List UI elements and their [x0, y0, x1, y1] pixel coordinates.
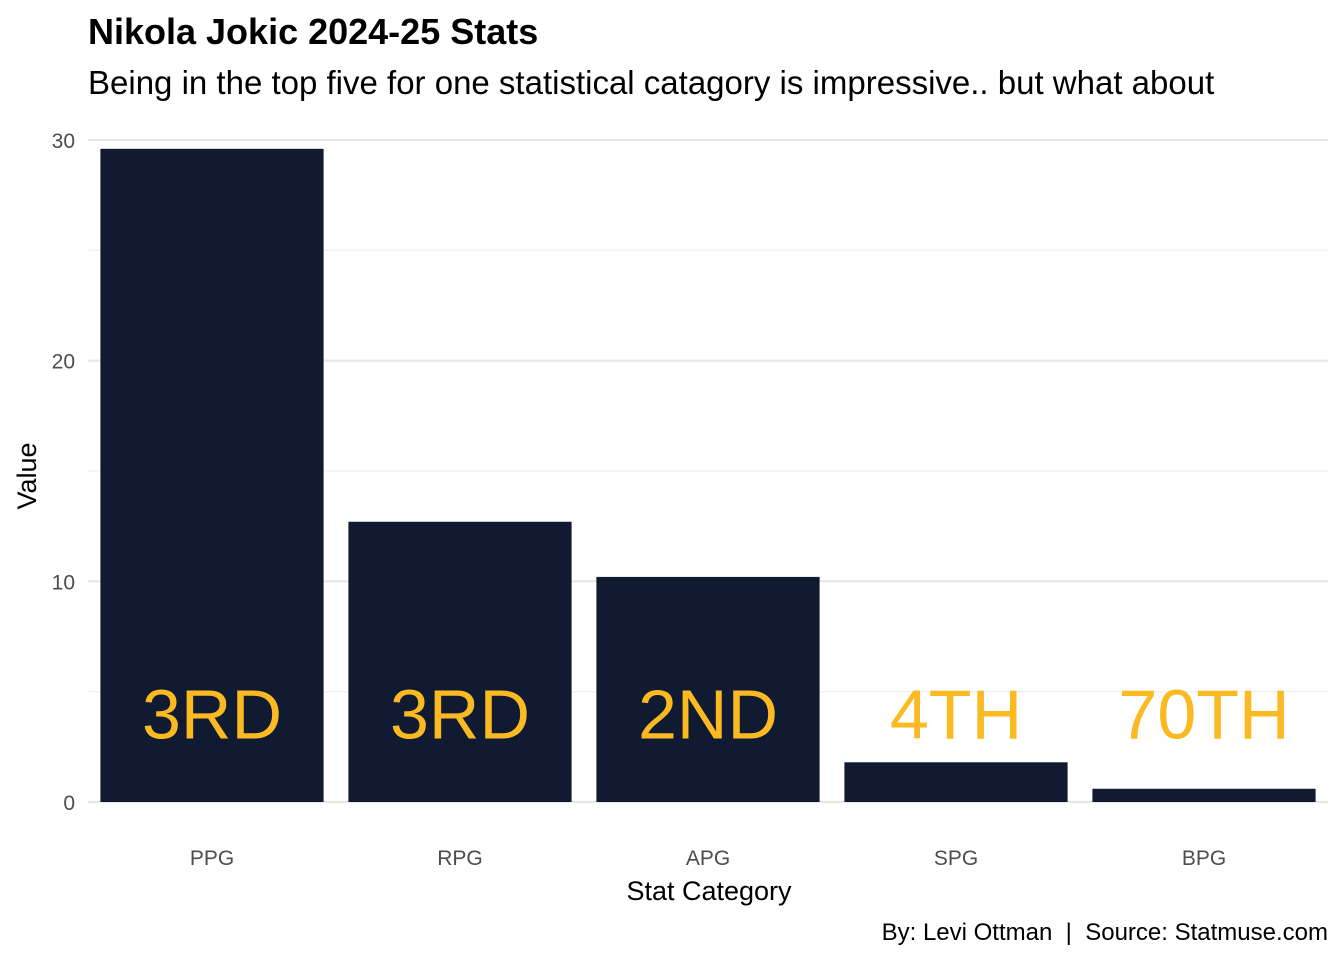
chart-caption: By: Levi Ottman | Source: Statmuse.com	[882, 919, 1328, 946]
y-tick-label: 20	[52, 351, 75, 374]
bar-rpg	[348, 521, 572, 802]
x-tick-label: APG	[686, 847, 730, 870]
chart-title: Nikola Jokic 2024-25 Stats	[88, 11, 538, 52]
rank-label-bpg: 70TH	[1118, 676, 1289, 754]
y-tick-label: 10	[52, 571, 75, 594]
x-tick-label: SPG	[934, 847, 978, 870]
x-tick-label: BPG	[1182, 847, 1226, 870]
rank-label-apg: 2ND	[638, 676, 778, 754]
x-tick-label: PPG	[190, 847, 234, 870]
x-tick-label: RPG	[437, 847, 483, 870]
bar-apg	[596, 576, 820, 802]
rank-labels: 3RD 3RD 2ND 4TH 70TH	[142, 676, 1290, 754]
bar-bpg	[1092, 788, 1316, 802]
y-tick-label: 30	[52, 130, 75, 153]
x-axis-title: Stat Category	[626, 876, 792, 906]
y-axis-ticks: 0 10 20 30	[52, 130, 75, 815]
y-tick-label: 0	[63, 792, 75, 815]
bar-spg	[844, 762, 1068, 802]
chart-subtitle: Being in the top five for one statistica…	[88, 64, 1214, 101]
rank-label-rpg: 3RD	[390, 676, 530, 754]
bars	[100, 148, 1316, 802]
rank-label-ppg: 3RD	[142, 676, 282, 754]
y-axis-title: Value	[12, 442, 42, 509]
x-axis-ticks: PPG RPG APG SPG BPG	[190, 847, 1226, 870]
bar-ppg	[100, 148, 324, 802]
rank-label-spg: 4TH	[890, 676, 1022, 754]
